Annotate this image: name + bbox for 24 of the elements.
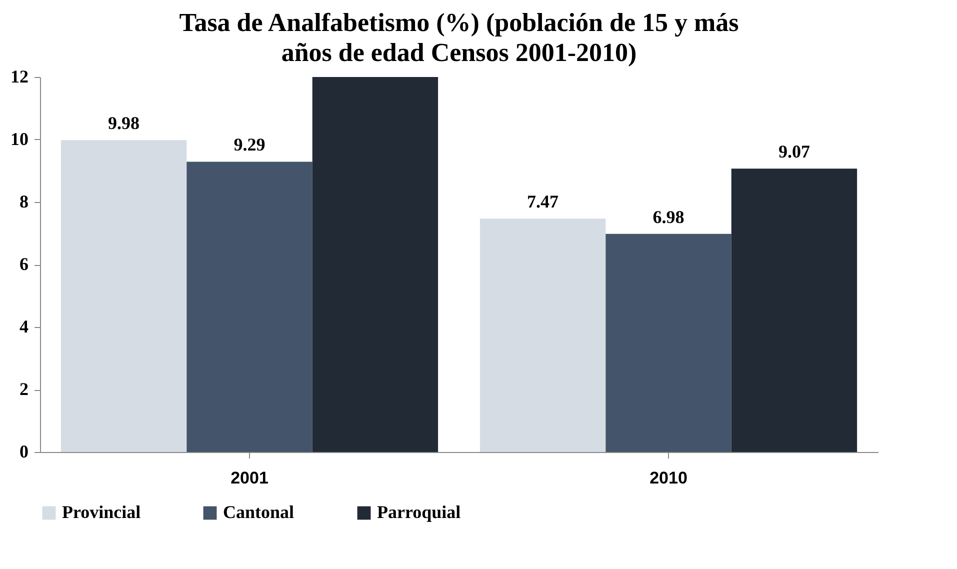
x-tick-label: 2001 <box>230 468 268 488</box>
data-label: 9.07 <box>778 142 810 162</box>
bar <box>731 168 858 452</box>
y-tick-label: 4 <box>20 316 28 336</box>
y-tick-label: 12 <box>10 66 28 86</box>
data-label: 6.98 <box>652 206 684 227</box>
bar <box>606 234 732 452</box>
y-tick-label: 0 <box>20 442 28 462</box>
x-tick-label: 2010 <box>650 468 688 488</box>
y-tick-label: 6 <box>20 254 28 274</box>
bar <box>186 162 312 452</box>
bar <box>60 140 187 452</box>
data-label: 7.47 <box>527 192 559 212</box>
bar <box>312 77 438 452</box>
bar <box>480 218 606 452</box>
data-label: 9.29 <box>234 134 266 155</box>
legend-label: Cantonal <box>223 502 294 522</box>
y-tick-label: 8 <box>20 192 28 212</box>
legend-label: Parroquial <box>377 502 461 522</box>
legend-label: Provincial <box>62 502 141 522</box>
chart-title: Tasa de Analfabetismo (%) (población de 15 y más años de edad Censos 2001-2010) <box>179 8 739 67</box>
y-tick-label: 2 <box>20 379 28 399</box>
data-label: 9.98 <box>108 113 140 134</box>
y-tick-label: 10 <box>10 129 28 149</box>
